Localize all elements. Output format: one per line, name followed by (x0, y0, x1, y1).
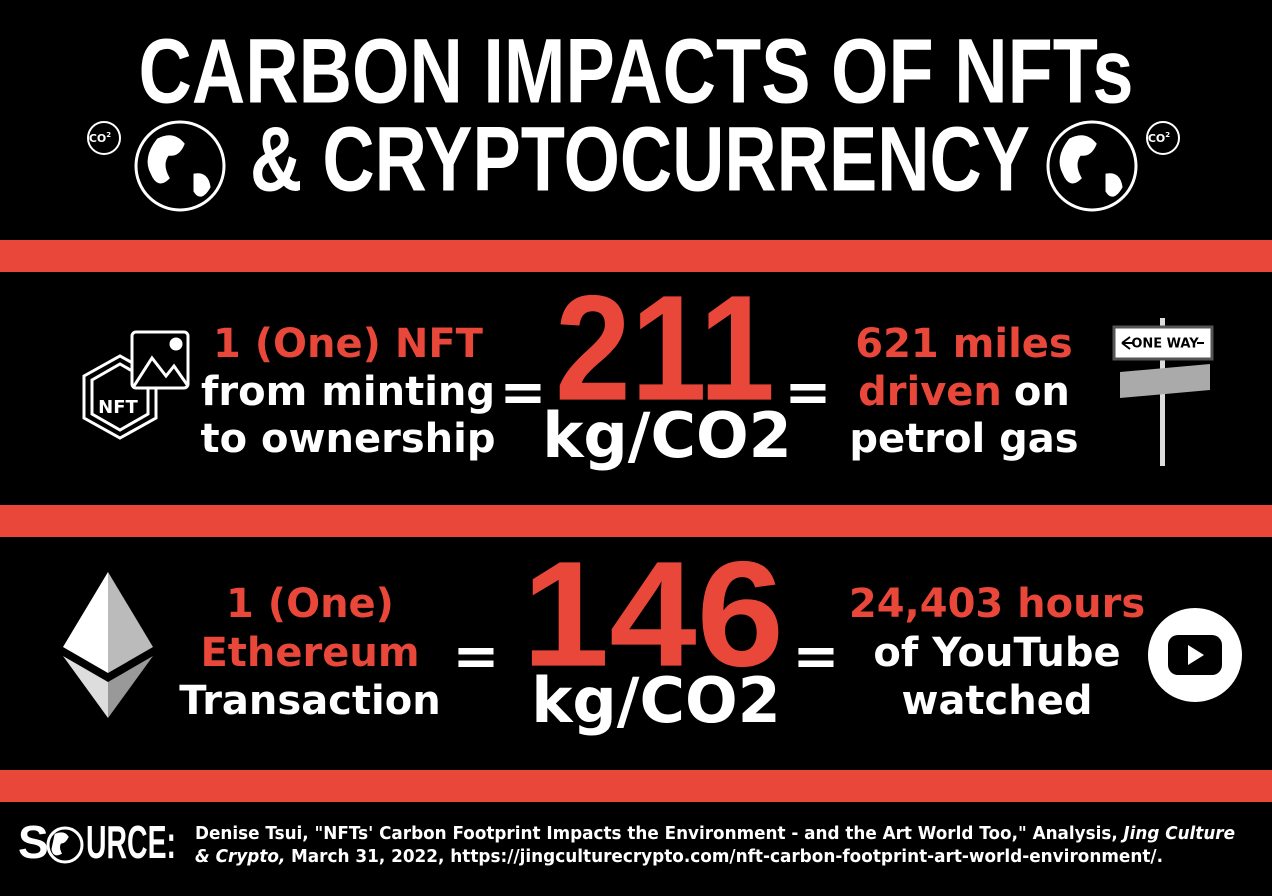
unit: kg/CO2 (542, 399, 792, 472)
globe-icon (1046, 120, 1138, 212)
red-band (0, 505, 1272, 537)
row-right-line: 621 miles (855, 321, 1072, 367)
nft-icon: NFT (82, 330, 190, 440)
unit: kg/CO2 (531, 664, 781, 737)
row-left-line: Ethereum (200, 630, 419, 676)
ethereum-icon (63, 572, 153, 718)
row-left-line: Transaction (179, 678, 440, 724)
amount: 146 (522, 530, 784, 698)
equals-sign: = (500, 360, 547, 425)
citation-italic: Jing Culture (1121, 823, 1235, 844)
source-label: S (18, 816, 49, 868)
badge-sup: 2 (106, 131, 111, 139)
row-right-highlight: driven (858, 369, 1002, 415)
source-globe (46, 826, 84, 864)
citation-line: & Crypto, March 31, 2022, https://jingcul… (195, 846, 1163, 867)
title-line: CARBON IMPACTS OF NFTs (139, 20, 1134, 122)
badge-sup: 2 (1165, 131, 1170, 139)
co2-badge: CO2 (1146, 121, 1180, 155)
row-right-line: petrol gas (849, 416, 1078, 462)
equals-sign: = (793, 624, 840, 689)
badge-base: CO (1148, 132, 1165, 145)
red-band (0, 770, 1272, 802)
one-way-sign: ONE WAY (1112, 318, 1214, 466)
citation-line: Denise Tsui, "NFTs' Carbon Footprint Imp… (195, 823, 1235, 844)
nft-icon-text: NFT (98, 397, 138, 418)
equals-sign: = (785, 360, 832, 425)
globe-icon (134, 120, 226, 212)
source-label: URCE: (86, 816, 176, 868)
citation-text: Denise Tsui, "NFTs' Carbon Footprint Imp… (195, 823, 1118, 844)
row-right-line: of YouTube (873, 630, 1120, 676)
co2-badge: CO2 (87, 121, 121, 155)
badge-base: CO (89, 132, 106, 145)
row-right-line: 24,403 hours (849, 581, 1145, 627)
title-line: & CRYPTOCURRENCY (250, 108, 1030, 210)
citation-italic: & Crypto, (195, 846, 285, 867)
row-right-line: driven on (858, 369, 1070, 415)
sign-text: ONE WAY (1131, 337, 1199, 352)
equals-sign: = (453, 624, 500, 689)
badge-text: CO2 (89, 131, 111, 145)
badge-text: CO2 (1148, 131, 1170, 145)
row-right-line: watched (901, 678, 1092, 724)
youtube-icon (1148, 608, 1242, 702)
row-right-rest: on (1014, 369, 1070, 415)
row-left-line: to ownership (201, 416, 496, 462)
row-left-line: from minting (201, 369, 495, 415)
amount: 211 (555, 264, 775, 432)
row-left-line: 1 (One) (226, 581, 394, 627)
row-left-line: 1 (One) NFT (213, 321, 484, 367)
red-band (0, 240, 1272, 272)
citation-text: March 31, 2022, https://jingculturecrypt… (291, 846, 1163, 867)
